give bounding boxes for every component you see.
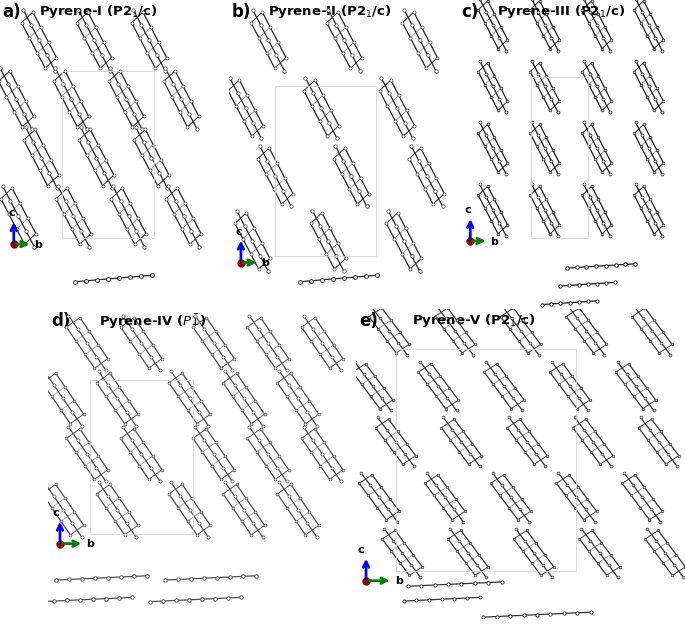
Text: b: b (261, 258, 269, 268)
Text: Pyrene-I (P2$_1$/c): Pyrene-I (P2$_1$/c) (39, 3, 158, 20)
Text: c: c (464, 205, 471, 215)
Text: b: b (86, 539, 95, 549)
Text: Pyrene-III (P2$_1$/c): Pyrene-III (P2$_1$/c) (497, 3, 625, 20)
Text: c: c (358, 545, 364, 555)
Text: d): d) (51, 312, 71, 330)
Text: b: b (34, 240, 42, 250)
Text: b): b) (232, 3, 251, 21)
Text: b: b (395, 577, 403, 587)
Bar (62, 71, 153, 238)
Text: e): e) (360, 312, 378, 330)
Text: c): c) (461, 3, 479, 21)
Text: Pyrene-V (P2$_1$/c): Pyrene-V (P2$_1$/c) (412, 312, 536, 329)
Bar (396, 349, 577, 572)
Bar (275, 87, 376, 256)
Text: Pyrene-II (P2$_1$/c): Pyrene-II (P2$_1$/c) (269, 3, 392, 20)
Text: a): a) (2, 3, 21, 21)
Text: b: b (490, 236, 498, 246)
Text: c: c (8, 208, 14, 218)
Bar (532, 77, 588, 238)
Text: c: c (53, 508, 59, 518)
Bar (90, 380, 192, 534)
Text: Pyrene-IV ($P\bar{1}$): Pyrene-IV ($P\bar{1}$) (99, 312, 206, 331)
Text: c: c (235, 227, 242, 236)
